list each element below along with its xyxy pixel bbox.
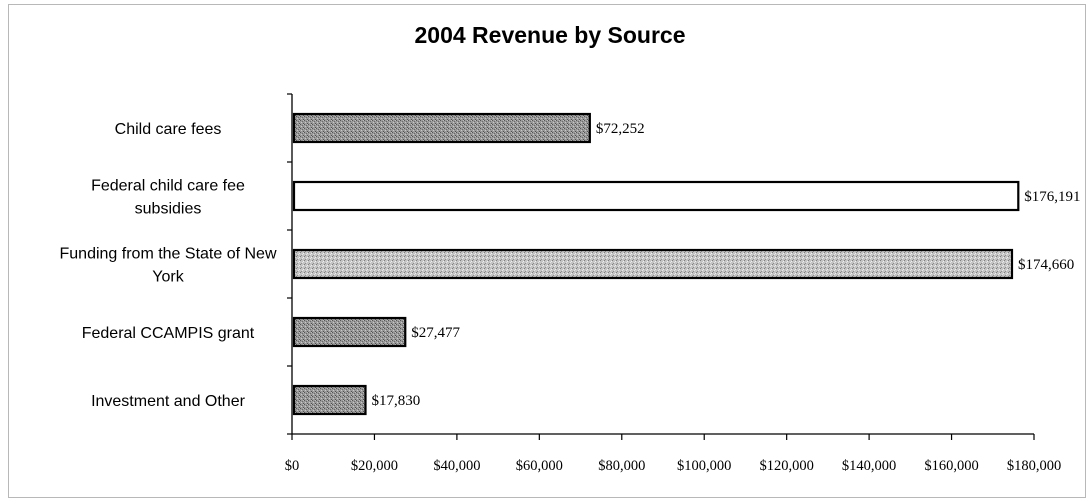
category-label: Federal child care fee subsidies — [91, 178, 245, 218]
value-label: $174,660 — [1018, 257, 1074, 273]
x-tick-label: $120,000 — [759, 458, 813, 474]
x-tick-label: $0 — [285, 458, 300, 474]
bar — [292, 112, 591, 144]
bar — [292, 180, 1020, 212]
chart-frame — [8, 4, 1086, 498]
x-tick-label: $100,000 — [677, 458, 731, 474]
value-label: $17,830 — [371, 393, 420, 409]
x-tick-label: $80,000 — [598, 458, 645, 474]
value-label: $176,191 — [1024, 189, 1080, 205]
category-label: Funding from the State of New York — [60, 246, 277, 286]
category-label: Investment and Other — [91, 393, 246, 410]
category-label: Child care fees — [115, 121, 222, 138]
value-label: $27,477 — [411, 325, 460, 341]
x-tick-label: $140,000 — [842, 458, 896, 474]
chart-title: 2004 Revenue by Source — [414, 22, 686, 48]
category-label: Federal CCAMPIS grant — [82, 325, 255, 342]
bar — [292, 248, 1014, 280]
x-tick-label: $180,000 — [1007, 458, 1061, 474]
x-tick-label: $160,000 — [924, 458, 978, 474]
axes: $0 $20,000 $40,000 $60,000 $80,000 $100,000 $1… — [285, 93, 1061, 474]
x-tick-label: $60,000 — [516, 458, 563, 474]
x-tick-label: $40,000 — [433, 458, 480, 474]
bar — [292, 384, 367, 416]
bar — [292, 316, 407, 348]
bars — [292, 112, 1020, 416]
value-label: $72,252 — [596, 121, 645, 137]
x-tick-label: $20,000 — [351, 458, 398, 474]
labels: Child care fees $72,252 Federal child care… — [60, 121, 1081, 410]
